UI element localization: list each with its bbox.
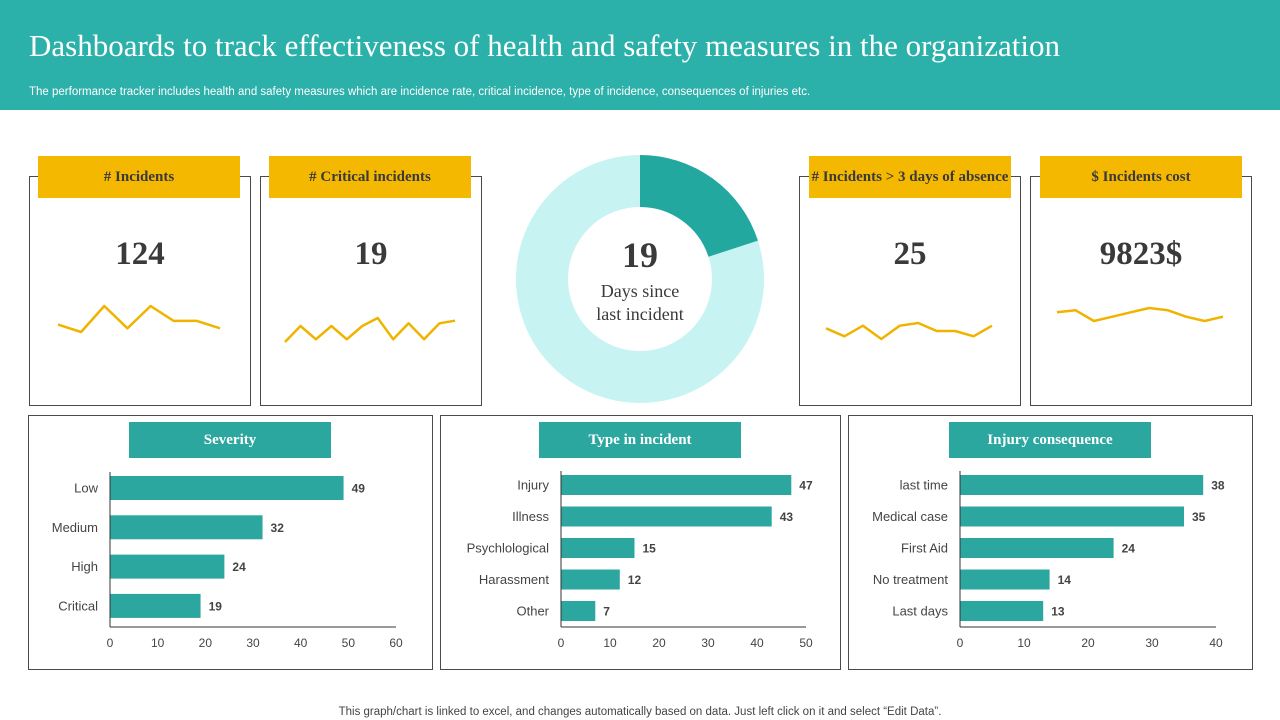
kpi-sparkline-incidents	[57, 304, 221, 334]
page-title: Dashboards to track effectiveness of hea…	[29, 28, 1060, 63]
bar-illness	[561, 506, 772, 527]
x-tick-label: 40	[294, 636, 308, 650]
value-label: 12	[628, 573, 642, 587]
category-label: First Aid	[901, 541, 948, 556]
category-label: Low	[74, 481, 98, 496]
x-tick-label: 40	[1209, 636, 1223, 650]
category-label: Medium	[52, 520, 98, 535]
x-tick-label: 20	[199, 636, 213, 650]
kpi-label-critical-incidents: # Critical incidents	[269, 156, 471, 198]
value-label: 7	[603, 605, 610, 619]
x-tick-label: 20	[1081, 636, 1095, 650]
bar-last-days	[960, 601, 1044, 621]
kpi-label-absence-incidents: # Incidents > 3 days of absence	[809, 156, 1011, 198]
sparkline-path	[1056, 306, 1224, 323]
bar-medical-case	[960, 506, 1184, 527]
bar-high	[110, 554, 225, 579]
type-in-incident-title: Type in incident	[539, 422, 741, 458]
value-label: 47	[799, 479, 813, 493]
days-since-donut	[515, 154, 765, 404]
category-label: Harassment	[479, 572, 549, 587]
bar-first-aid	[960, 538, 1114, 558]
category-label: last time	[900, 478, 948, 493]
kpi-value-incidents-cost: 9823$	[1099, 236, 1183, 272]
severity-title: Severity	[129, 422, 331, 458]
bar-medium	[110, 515, 263, 540]
kpi-card-critical-incidents	[260, 176, 482, 406]
kpi-value-incidents: 124	[115, 236, 165, 272]
value-label: 49	[352, 482, 366, 496]
x-tick-label: 10	[1017, 636, 1031, 650]
category-label: Critical	[58, 598, 98, 613]
category-label: Last days	[892, 604, 948, 619]
category-label: High	[71, 559, 98, 574]
kpi-label-incidents-cost: $ Incidents cost	[1040, 156, 1242, 198]
category-label: Medical case	[872, 509, 948, 524]
category-label: Illness	[512, 509, 549, 524]
value-label: 15	[643, 542, 657, 556]
bar-harassment	[561, 569, 620, 590]
page-subtitle: The performance tracker includes health …	[29, 86, 811, 98]
x-tick-label: 10	[151, 636, 165, 650]
kpi-card-absence-incidents	[799, 176, 1021, 406]
sparkline-path	[825, 321, 993, 341]
x-tick-label: 50	[799, 636, 813, 650]
footer-note: This graph/chart is linked to excel, and…	[338, 706, 942, 718]
x-tick-label: 0	[107, 636, 114, 650]
x-tick-label: 50	[342, 636, 356, 650]
kpi-sparkline-critical-incidents	[284, 316, 456, 343]
bar-other	[561, 601, 596, 621]
category-label: No treatment	[873, 572, 949, 587]
bar-low	[110, 476, 344, 500]
value-label: 24	[1122, 542, 1136, 556]
donut-caption-line1: Days since	[600, 281, 680, 301]
category-label: Injury	[517, 478, 549, 493]
donut-days-number: 19	[622, 235, 658, 275]
value-label: 35	[1192, 510, 1206, 524]
bar-no-treatment	[960, 569, 1050, 590]
donut-caption: Days since last incident	[560, 280, 720, 326]
x-tick-label: 10	[603, 636, 617, 650]
bar-psychlological	[561, 538, 635, 558]
value-label: 13	[1051, 605, 1065, 619]
x-tick-label: 30	[701, 636, 715, 650]
bar-last-time	[960, 475, 1204, 495]
x-tick-label: 40	[750, 636, 764, 650]
value-label: 14	[1058, 573, 1072, 587]
value-label: 24	[232, 560, 246, 574]
donut-caption-line2: last incident	[596, 304, 684, 324]
category-label: Psychlological	[467, 541, 549, 556]
kpi-value-critical-incidents: 19	[354, 236, 388, 272]
bar-critical	[110, 593, 201, 618]
x-tick-label: 0	[558, 636, 565, 650]
value-label: 19	[209, 599, 223, 613]
header-banner: Dashboards to track effectiveness of hea…	[0, 0, 1280, 110]
bar-group: Injury 47 Illness 43 Psychlological 15 Harassm…	[467, 471, 813, 650]
kpi-card-incidents	[29, 176, 251, 406]
x-tick-label: 0	[957, 636, 964, 650]
sparkline-path	[57, 304, 221, 334]
bar-group: Low 49 Medium 32 High 24 Critical 19 0 10 20 30 40 50…	[52, 472, 403, 650]
kpi-sparkline-absence-incidents	[825, 321, 993, 341]
value-label: 43	[780, 510, 794, 524]
sparkline-path	[284, 316, 456, 343]
kpi-value-absence-incidents: 25	[893, 236, 927, 272]
injury-consequence-title: Injury consequence	[949, 422, 1151, 458]
kpi-sparkline-incidents-cost	[1056, 306, 1224, 323]
x-tick-label: 30	[246, 636, 260, 650]
kpi-label-incidents: # Incidents	[38, 156, 240, 198]
value-label: 38	[1211, 479, 1225, 493]
bar-group: last time 38 Medical case 35 First Aid 24 No t…	[872, 471, 1225, 650]
x-tick-label: 20	[652, 636, 666, 650]
value-label: 32	[271, 521, 285, 535]
x-tick-label: 60	[389, 636, 403, 650]
bar-injury	[561, 475, 792, 495]
category-label: Other	[516, 604, 549, 619]
kpi-card-incidents-cost	[1030, 176, 1252, 406]
donut-filled-segment	[639, 155, 758, 258]
x-tick-label: 30	[1145, 636, 1159, 650]
